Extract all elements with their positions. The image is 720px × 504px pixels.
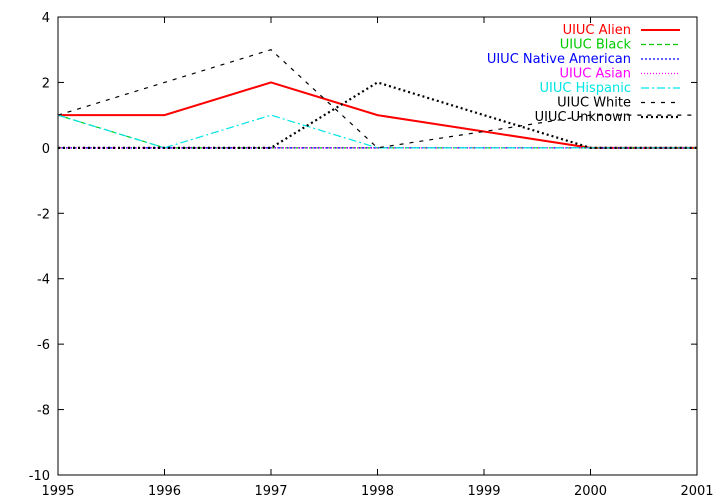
y-tick-label: -4 xyxy=(37,273,50,288)
x-tick-label: 2001 xyxy=(680,484,713,499)
y-tick-label: 2 xyxy=(42,76,50,91)
x-tick-label: 1999 xyxy=(467,484,500,499)
legend-label: UIUC Asian xyxy=(559,67,631,82)
y-tick-label: 0 xyxy=(42,142,50,157)
legend-label: UIUC Native American xyxy=(487,52,631,67)
y-tick-label: -8 xyxy=(37,404,50,419)
x-tick-label: 1997 xyxy=(254,484,287,499)
legend-label: UIUC Black xyxy=(560,38,632,53)
x-tick-label: 2000 xyxy=(574,484,607,499)
x-tick-label: 1996 xyxy=(148,484,181,499)
series-line-uiuc-unknown xyxy=(58,81,697,149)
legend-label: UIUC White xyxy=(557,96,631,111)
legend-label: UIUC Hispanic xyxy=(540,81,631,96)
y-tick-label: -10 xyxy=(29,469,50,484)
series-lines xyxy=(57,49,697,149)
y-tick-label: -2 xyxy=(37,207,50,222)
legend-label: UIUC Unknown xyxy=(535,110,631,125)
y-tick-label: -6 xyxy=(37,338,50,353)
x-tick-label: 1998 xyxy=(361,484,394,499)
legend-label: UIUC Alien xyxy=(563,23,631,38)
y-tick-label: 4 xyxy=(42,11,50,26)
x-tick-label: 1995 xyxy=(41,484,74,499)
axes: 1995 1996 1997 1998 1999 2000 2001 4 2 0 -2 -4 -6 -8 -… xyxy=(29,11,714,499)
series-line-uiuc-white xyxy=(57,49,697,149)
